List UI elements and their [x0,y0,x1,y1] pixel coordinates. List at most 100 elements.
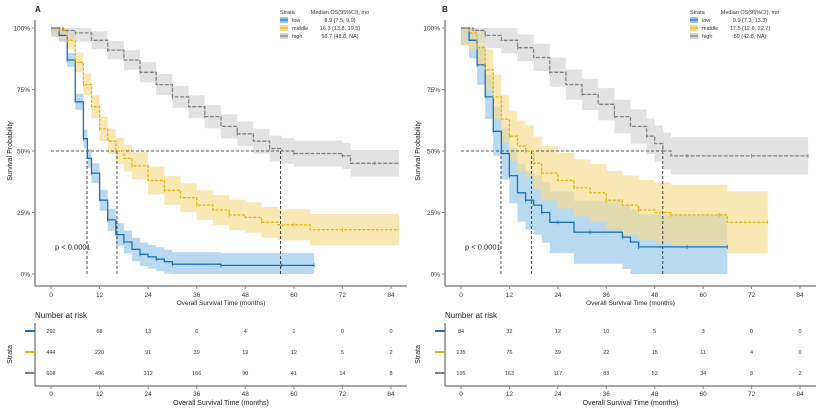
x-tick-label: 72 [748,292,756,299]
legend-entry-label: low [292,18,300,24]
risk-count: 14 [339,371,345,377]
legend-entry-label: high [702,34,712,40]
risk-x-tick-label: 36 [193,391,201,398]
x-tick-label: 36 [193,292,201,299]
risk-count: 3 [702,329,705,335]
risk-count: 117 [553,371,562,377]
risk-x-tick-label: 0 [459,391,463,398]
risk-table-x-title: Overall Survival Time (months) [173,400,269,407]
ci-band-low [461,28,728,274]
x-tick-label: 60 [290,292,298,299]
x-tick-label: 48 [242,292,250,299]
risk-count: 15 [652,350,658,356]
risk-count: 292 [46,329,55,335]
risk-count: 2 [798,371,801,377]
risk-count: 83 [603,371,609,377]
x-axis-title: Overall Survival Time (months) [586,300,675,307]
legend: Strata Median OS(95%CI), mo low 8.9 (7.5, 9… [280,10,369,40]
risk-count: 13 [145,329,151,335]
risk-count: 608 [46,371,55,377]
risk-x-tick-label: 24 [554,391,562,398]
risk-x-tick-label: 72 [339,391,347,398]
x-tick-label: 84 [796,292,804,299]
ci-band-middle [461,28,768,254]
risk-x-tick-label: 72 [748,391,756,398]
x-tick-label: 84 [387,292,395,299]
y-tick-label: 0% [21,272,31,279]
risk-count: 8 [750,371,753,377]
risk-count: 39 [194,350,200,356]
y-tick-label: 25% [427,210,440,217]
ci-band-high [461,28,809,175]
risk-count: 32 [506,329,512,335]
risk-count: 90 [242,371,248,377]
survival-curve-high [51,27,400,164]
x-tick-label: 0 [459,292,463,299]
risk-x-tick-label: 84 [796,391,804,398]
legend-entry-label: low [702,18,710,24]
legend-entry-median: 50 (42.8, NA) [734,34,767,40]
risk-table-y-title: Strata [7,345,14,364]
x-tick-label: 0 [49,292,53,299]
risk-count: 10 [603,329,609,335]
risk-count: 4 [750,350,753,356]
x-tick-label: 12 [96,292,104,299]
x-tick-label: 36 [603,292,611,299]
risk-count: 444 [46,350,55,356]
x-tick-label: 12 [506,292,514,299]
risk-count: 166 [192,371,201,377]
survival-curve-middle [461,27,768,223]
legend-title: Strata [690,10,706,16]
y-axis-title: Survival Probability [415,121,422,181]
ci-band-middle [51,28,400,246]
y-axis-title: Survival Probability [7,121,14,181]
y-tick-label: 75% [17,87,30,94]
risk-count: 0 [389,329,392,335]
legend-entry-label: high [292,34,302,40]
legend-title: Strata [280,10,296,16]
risk-x-tick-label: 12 [506,391,514,398]
risk-count: 312 [144,371,153,377]
risk-count: 22 [603,350,609,356]
y-tick-label: 100% [13,26,30,33]
risk-count: 496 [95,371,104,377]
survival-curve-low [461,27,728,248]
risk-count: 0 [341,329,344,335]
survival-curve-middle [51,27,400,231]
risk-count: 5 [341,350,344,356]
legend: Strata Median OS(95%CI), mo low 9.9 (7.3, 1… [690,10,779,40]
y-tick-label: 0% [431,272,441,279]
legend-entry-median: 16.3 (13.8, 19.5) [320,26,361,32]
ci-band-high [51,28,400,177]
x-axis-title: Overall Survival Time (months) [177,300,266,307]
risk-count: 8 [389,371,392,377]
risk-count: 84 [458,329,464,335]
risk-count: 6 [195,329,198,335]
risk-count: 220 [95,350,104,356]
risk-count: 135 [456,350,465,356]
y-tick-label: 50% [427,149,440,156]
risk-count: 52 [652,371,658,377]
risk-count: 163 [505,371,514,377]
legend-entry-median: 17.5 (12.6, 22.7) [730,26,771,32]
risk-count: 2 [389,350,392,356]
survival-curve-low [51,27,315,267]
x-tick-label: 72 [339,292,347,299]
risk-count: 4 [244,329,247,335]
y-tick-label: 50% [17,149,30,156]
risk-count: 11 [700,350,706,356]
legend-entry-median: 56.7 (48.8, NA) [321,34,358,40]
x-tick-label: 60 [700,292,708,299]
panel-letter: A [35,5,41,14]
risk-count: 0 [750,329,753,335]
p-value-label: p < 0.0001 [465,242,501,251]
y-tick-label: 25% [17,210,30,217]
x-tick-label: 24 [145,292,153,299]
risk-count: 39 [555,350,561,356]
legend-entry-label: middle [292,26,308,32]
risk-x-tick-label: 0 [49,391,53,398]
